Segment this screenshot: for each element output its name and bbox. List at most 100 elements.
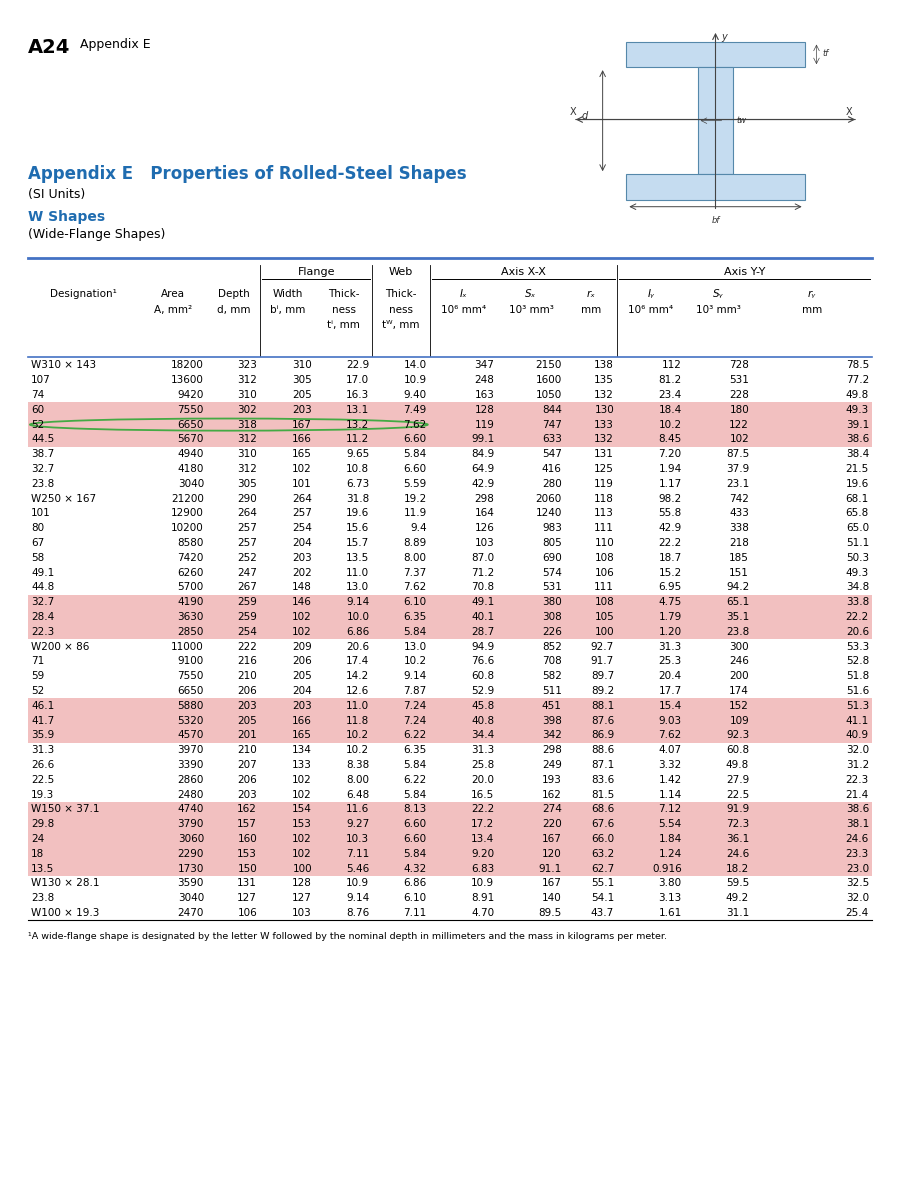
Text: 74: 74 xyxy=(31,390,44,400)
Text: ness: ness xyxy=(389,305,413,314)
Text: Sᵧ: Sᵧ xyxy=(713,289,724,299)
Text: 53.3: 53.3 xyxy=(846,642,869,652)
Text: 132: 132 xyxy=(594,390,614,400)
Text: 67.6: 67.6 xyxy=(591,820,614,829)
Text: 100: 100 xyxy=(292,864,312,874)
Bar xyxy=(28,728,872,743)
Text: 33.8: 33.8 xyxy=(846,598,869,607)
Text: 8.38: 8.38 xyxy=(346,760,369,770)
Text: 7.62: 7.62 xyxy=(403,420,427,430)
Text: 6.86: 6.86 xyxy=(403,878,427,888)
Text: 52: 52 xyxy=(31,420,44,430)
Text: 32.0: 32.0 xyxy=(846,893,869,904)
Text: 23.8: 23.8 xyxy=(31,893,54,904)
Text: 162: 162 xyxy=(238,804,257,815)
Text: 10200: 10200 xyxy=(171,523,204,533)
Text: W200 × 86: W200 × 86 xyxy=(31,642,89,652)
Text: 165: 165 xyxy=(292,449,312,460)
Text: 44.8: 44.8 xyxy=(31,582,54,593)
Text: 205: 205 xyxy=(238,715,257,726)
Text: 146: 146 xyxy=(292,598,312,607)
Text: 2860: 2860 xyxy=(177,775,204,785)
Text: 3630: 3630 xyxy=(177,612,204,622)
Text: 300: 300 xyxy=(730,642,749,652)
Text: Width: Width xyxy=(273,289,302,299)
Text: 5670: 5670 xyxy=(177,434,204,444)
Text: 23.4: 23.4 xyxy=(659,390,681,400)
Text: 9.4: 9.4 xyxy=(410,523,427,533)
Text: 226: 226 xyxy=(542,626,562,637)
Text: 8.89: 8.89 xyxy=(403,538,427,548)
Text: 206: 206 xyxy=(238,775,257,785)
Text: 14.2: 14.2 xyxy=(346,671,369,682)
Text: bf: bf xyxy=(711,216,720,226)
Text: 11.8: 11.8 xyxy=(346,715,369,726)
Text: 2850: 2850 xyxy=(177,626,204,637)
Text: 267: 267 xyxy=(238,582,257,593)
Text: 120: 120 xyxy=(542,848,562,859)
Text: 165: 165 xyxy=(292,731,312,740)
Text: 51.3: 51.3 xyxy=(846,701,869,710)
Text: 14.0: 14.0 xyxy=(403,360,427,371)
Text: y: y xyxy=(722,32,727,42)
Text: 9.03: 9.03 xyxy=(659,715,681,726)
Text: 71.2: 71.2 xyxy=(471,568,494,577)
Text: 728: 728 xyxy=(729,360,749,371)
Text: Area: Area xyxy=(161,289,185,299)
Text: 6.60: 6.60 xyxy=(403,434,427,444)
Text: 49.8: 49.8 xyxy=(726,760,749,770)
Text: 228: 228 xyxy=(729,390,749,400)
Text: 111: 111 xyxy=(594,582,614,593)
Text: 13.5: 13.5 xyxy=(31,864,54,874)
Text: 102: 102 xyxy=(292,775,312,785)
Text: 13.0: 13.0 xyxy=(346,582,369,593)
Text: 22.9: 22.9 xyxy=(346,360,369,371)
Text: 8.91: 8.91 xyxy=(471,893,494,904)
Text: 51.6: 51.6 xyxy=(846,686,869,696)
Text: W130 × 28.1: W130 × 28.1 xyxy=(31,878,100,888)
Text: 222: 222 xyxy=(238,642,257,652)
Text: 264: 264 xyxy=(292,493,312,504)
Text: tf: tf xyxy=(823,49,829,58)
Text: 52.9: 52.9 xyxy=(471,686,494,696)
Text: 254: 254 xyxy=(238,626,257,637)
Text: 3590: 3590 xyxy=(177,878,204,888)
Text: 1600: 1600 xyxy=(536,376,562,385)
Text: 128: 128 xyxy=(474,404,494,415)
Text: 6.10: 6.10 xyxy=(403,893,427,904)
Text: 3040: 3040 xyxy=(177,893,204,904)
Text: 102: 102 xyxy=(292,790,312,799)
Text: 34.8: 34.8 xyxy=(846,582,869,593)
Text: 7550: 7550 xyxy=(177,404,204,415)
Text: 10.9: 10.9 xyxy=(403,376,427,385)
Text: 633: 633 xyxy=(542,434,562,444)
Text: ¹A wide-flange shape is designated by the letter W followed by the nominal depth: ¹A wide-flange shape is designated by th… xyxy=(28,932,667,941)
Text: 18.2: 18.2 xyxy=(726,864,749,874)
Bar xyxy=(28,846,872,862)
Text: W250 × 167: W250 × 167 xyxy=(31,493,96,504)
Text: 6650: 6650 xyxy=(177,420,204,430)
Text: 94.9: 94.9 xyxy=(471,642,494,652)
Text: 15.6: 15.6 xyxy=(346,523,369,533)
Text: 84.9: 84.9 xyxy=(471,449,494,460)
Text: 5.84: 5.84 xyxy=(403,449,427,460)
Text: 347: 347 xyxy=(474,360,494,371)
Text: 7420: 7420 xyxy=(177,553,204,563)
Text: 42.9: 42.9 xyxy=(659,523,681,533)
Text: 13.1: 13.1 xyxy=(346,404,369,415)
Text: 6.22: 6.22 xyxy=(403,731,427,740)
Text: bⁱ, mm: bⁱ, mm xyxy=(270,305,305,314)
Text: 1050: 1050 xyxy=(536,390,562,400)
Text: 44.5: 44.5 xyxy=(31,434,54,444)
Text: 13.2: 13.2 xyxy=(346,420,369,430)
Text: 1.94: 1.94 xyxy=(659,464,681,474)
Text: 60.8: 60.8 xyxy=(726,745,749,755)
Text: 290: 290 xyxy=(238,493,257,504)
Text: 264: 264 xyxy=(238,509,257,518)
Text: 6.48: 6.48 xyxy=(346,790,369,799)
Text: 32.7: 32.7 xyxy=(31,598,54,607)
Text: 19.6: 19.6 xyxy=(346,509,369,518)
Text: 91.1: 91.1 xyxy=(538,864,562,874)
Text: 167: 167 xyxy=(542,834,562,844)
Text: 112: 112 xyxy=(662,360,681,371)
